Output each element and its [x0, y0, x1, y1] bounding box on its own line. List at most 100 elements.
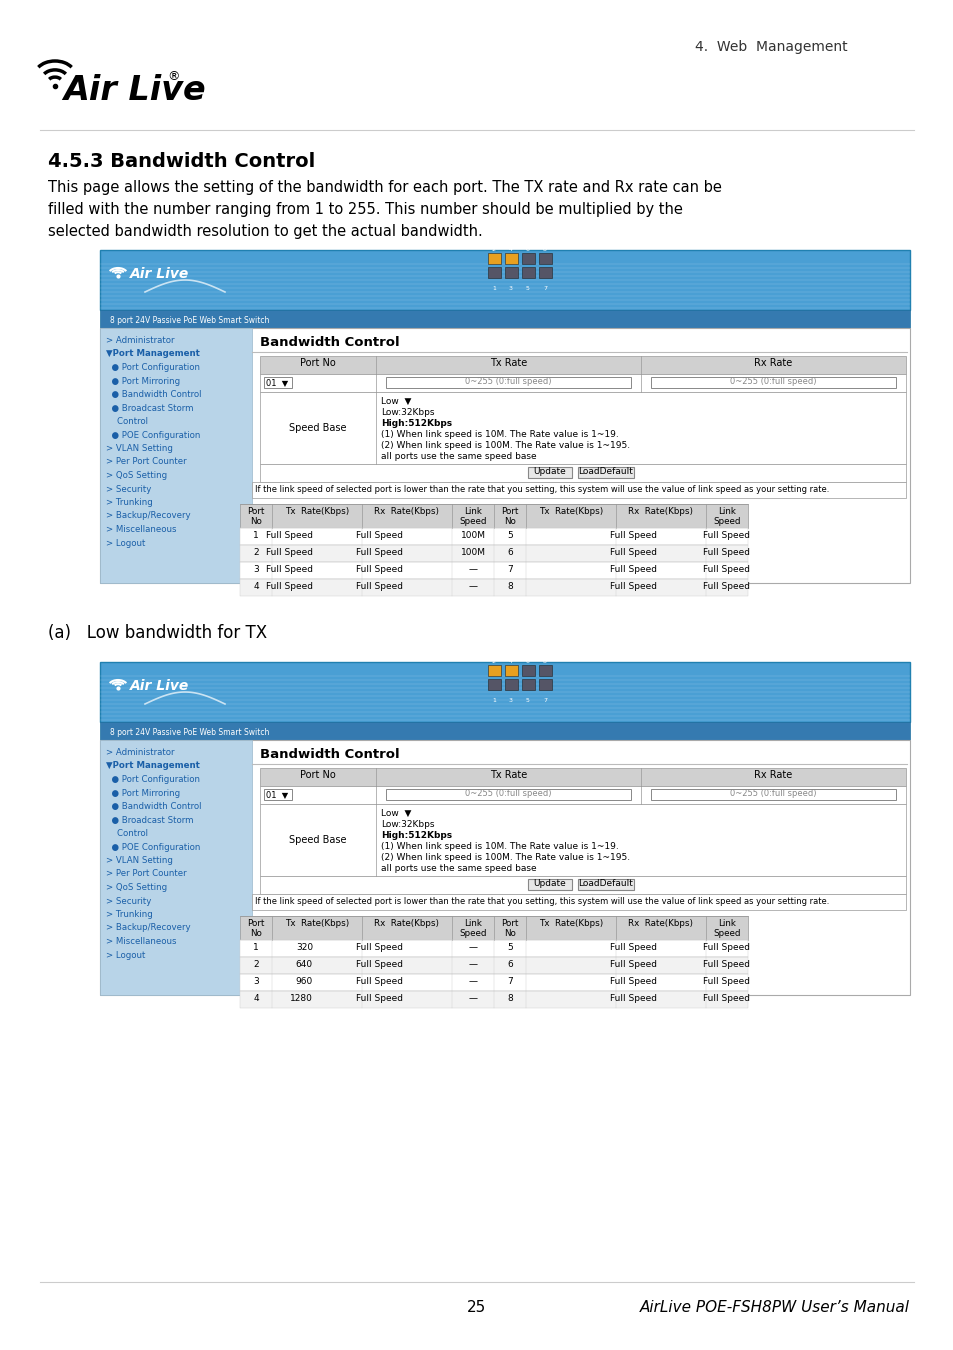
Text: 01  ▼: 01 ▼ — [266, 790, 288, 799]
Text: Tx Rate: Tx Rate — [490, 358, 527, 369]
Text: Tx  Rate(Kbps): Tx Rate(Kbps) — [538, 508, 602, 516]
Text: AirLive POE-FSH8PW User’s Manual: AirLive POE-FSH8PW User’s Manual — [639, 1300, 909, 1315]
Bar — [100, 328, 909, 583]
Text: —: — — [468, 994, 477, 1003]
Bar — [538, 252, 552, 265]
Text: 0~255 (0:full speed): 0~255 (0:full speed) — [465, 790, 552, 798]
Text: Full Speed: Full Speed — [355, 531, 402, 540]
Text: all ports use the same speed base: all ports use the same speed base — [381, 864, 537, 873]
Bar — [521, 666, 535, 676]
Text: Tx Rate: Tx Rate — [490, 769, 527, 780]
Text: ● Broadcast Storm: ● Broadcast Storm — [106, 815, 193, 825]
Text: Full Speed: Full Speed — [355, 566, 402, 574]
Text: (a)   Low bandwidth for TX: (a) Low bandwidth for TX — [48, 624, 267, 643]
Bar — [538, 267, 552, 278]
Text: Full Speed: Full Speed — [702, 960, 750, 969]
Text: 01  ▼: 01 ▼ — [266, 378, 288, 387]
Bar — [521, 267, 535, 278]
Text: ● Port Mirroring: ● Port Mirroring — [106, 377, 180, 386]
Text: selected bandwidth resolution to get the actual bandwidth.: selected bandwidth resolution to get the… — [48, 224, 482, 239]
Text: > Administrator: > Administrator — [106, 336, 174, 346]
Polygon shape — [0, 0, 953, 120]
Bar — [260, 786, 905, 805]
Bar — [240, 528, 747, 545]
Text: 100M: 100M — [460, 548, 485, 558]
Text: 25: 25 — [467, 1300, 486, 1315]
Text: 4: 4 — [509, 247, 513, 252]
Text: Full Speed: Full Speed — [702, 977, 750, 986]
Text: > VLAN Setting: > VLAN Setting — [106, 856, 172, 865]
Text: Low  ▼: Low ▼ — [381, 397, 412, 406]
Text: —: — — [468, 977, 477, 986]
Bar — [521, 679, 535, 690]
Text: LoadDefault: LoadDefault — [578, 879, 633, 888]
Text: High:512Kbps: High:512Kbps — [381, 832, 452, 840]
Text: 7: 7 — [507, 977, 513, 986]
Text: 4: 4 — [509, 659, 513, 664]
Bar — [488, 267, 500, 278]
Text: Control: Control — [106, 417, 148, 427]
Bar — [260, 805, 905, 876]
Bar — [504, 666, 517, 676]
Text: Port No: Port No — [300, 358, 335, 369]
Text: 8: 8 — [507, 994, 513, 1003]
Bar — [386, 788, 631, 801]
Text: Port: Port — [500, 919, 518, 927]
Text: > QoS Setting: > QoS Setting — [106, 883, 167, 892]
Bar — [504, 267, 517, 278]
Bar — [386, 377, 631, 387]
Bar — [240, 917, 747, 940]
Text: 3: 3 — [253, 566, 258, 574]
Text: 8: 8 — [507, 582, 513, 591]
Text: Port: Port — [247, 919, 264, 927]
Text: > Miscellaneous: > Miscellaneous — [106, 525, 176, 535]
Text: > Miscellaneous: > Miscellaneous — [106, 937, 176, 946]
Text: Full Speed: Full Speed — [609, 944, 657, 952]
Text: If the link speed of selected port is lower than the rate that you setting, this: If the link speed of selected port is lo… — [254, 485, 828, 494]
Text: 1: 1 — [492, 698, 496, 703]
Text: Full Speed: Full Speed — [702, 531, 750, 540]
Text: filled with the number ranging from 1 to 255. This number should be multiplied b: filled with the number ranging from 1 to… — [48, 202, 682, 217]
Text: 4.5.3 Bandwidth Control: 4.5.3 Bandwidth Control — [48, 153, 314, 171]
Text: High:512Kbps: High:512Kbps — [381, 418, 452, 428]
Text: > Trunking: > Trunking — [106, 910, 152, 919]
Text: ®: ® — [167, 70, 179, 82]
Text: Tx  Rate(Kbps): Tx Rate(Kbps) — [285, 919, 349, 927]
Text: > Per Port Counter: > Per Port Counter — [106, 869, 187, 879]
Text: 7: 7 — [542, 286, 546, 292]
Text: This page allows the setting of the bandwidth for each port. The TX rate and Rx : This page allows the setting of the band… — [48, 180, 721, 194]
Bar — [240, 545, 747, 562]
Bar — [651, 377, 895, 387]
Text: Rx  Rate(Kbps): Rx Rate(Kbps) — [628, 508, 693, 516]
Bar — [488, 252, 500, 265]
Text: > Logout: > Logout — [106, 539, 145, 548]
Text: Full Speed: Full Speed — [702, 548, 750, 558]
Text: Port: Port — [500, 508, 518, 516]
Text: 4.  Web  Management: 4. Web Management — [695, 40, 846, 54]
Bar — [260, 374, 905, 392]
Text: > QoS Setting: > QoS Setting — [106, 471, 167, 481]
Text: 8: 8 — [542, 659, 546, 664]
Text: 6: 6 — [507, 960, 513, 969]
Text: 2: 2 — [253, 548, 258, 558]
Bar — [240, 973, 747, 991]
Text: LoadDefault: LoadDefault — [578, 467, 633, 477]
Text: Full Speed: Full Speed — [355, 944, 402, 952]
Text: Full Speed: Full Speed — [609, 977, 657, 986]
Text: 8 port 24V Passive PoE Web Smart Switch: 8 port 24V Passive PoE Web Smart Switch — [110, 728, 269, 737]
Bar — [504, 679, 517, 690]
Text: 5: 5 — [507, 531, 513, 540]
Text: No: No — [503, 929, 516, 938]
Text: No: No — [250, 517, 262, 526]
Text: (2) When link speed is 100M. The Rate value is 1~195.: (2) When link speed is 100M. The Rate va… — [381, 441, 630, 450]
Text: 0~255 (0:full speed): 0~255 (0:full speed) — [730, 790, 816, 798]
Bar — [264, 788, 292, 801]
Text: Full Speed: Full Speed — [609, 960, 657, 969]
Text: Rx  Rate(Kbps): Rx Rate(Kbps) — [375, 919, 439, 927]
Bar — [240, 957, 747, 973]
Text: 5: 5 — [507, 944, 513, 952]
Text: 640: 640 — [295, 960, 313, 969]
Bar — [240, 579, 747, 595]
Text: 0~255 (0:full speed): 0~255 (0:full speed) — [465, 378, 552, 386]
Text: Full Speed: Full Speed — [609, 566, 657, 574]
